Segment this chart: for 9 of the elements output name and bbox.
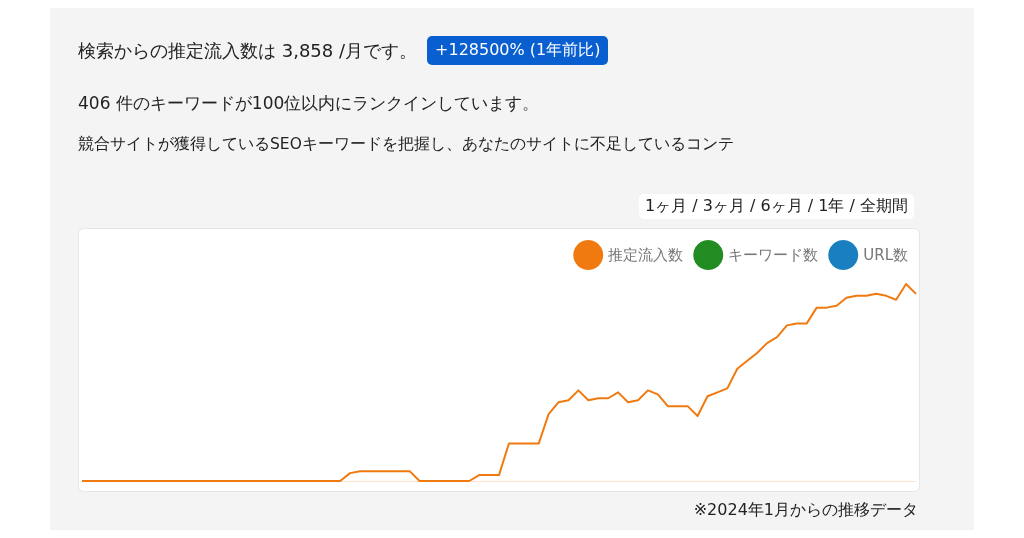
text: 競合サイトが獲得しているSEOキーワードを把握し、あなたのサイトに不足しているコンテ [78,134,734,155]
text: 1ヶ月 / 3ヶ月 / 6ヶ月 / 1年 / 全期間 [639,194,914,219]
legend-label: URL数 [863,246,909,264]
legend-label: 推定流入数 [608,246,684,264]
legend-label: キーワード数 [728,246,819,264]
text: ※2024年1月からの推移データ [693,500,918,521]
chart-subtitle: 406 件のキーワードが100位以内にランクインしています。 [78,92,540,115]
text: +128500% (1年前比) [427,36,609,65]
chart-title: 検索からの推定流入数は 3,858 /月です。 [78,38,418,63]
